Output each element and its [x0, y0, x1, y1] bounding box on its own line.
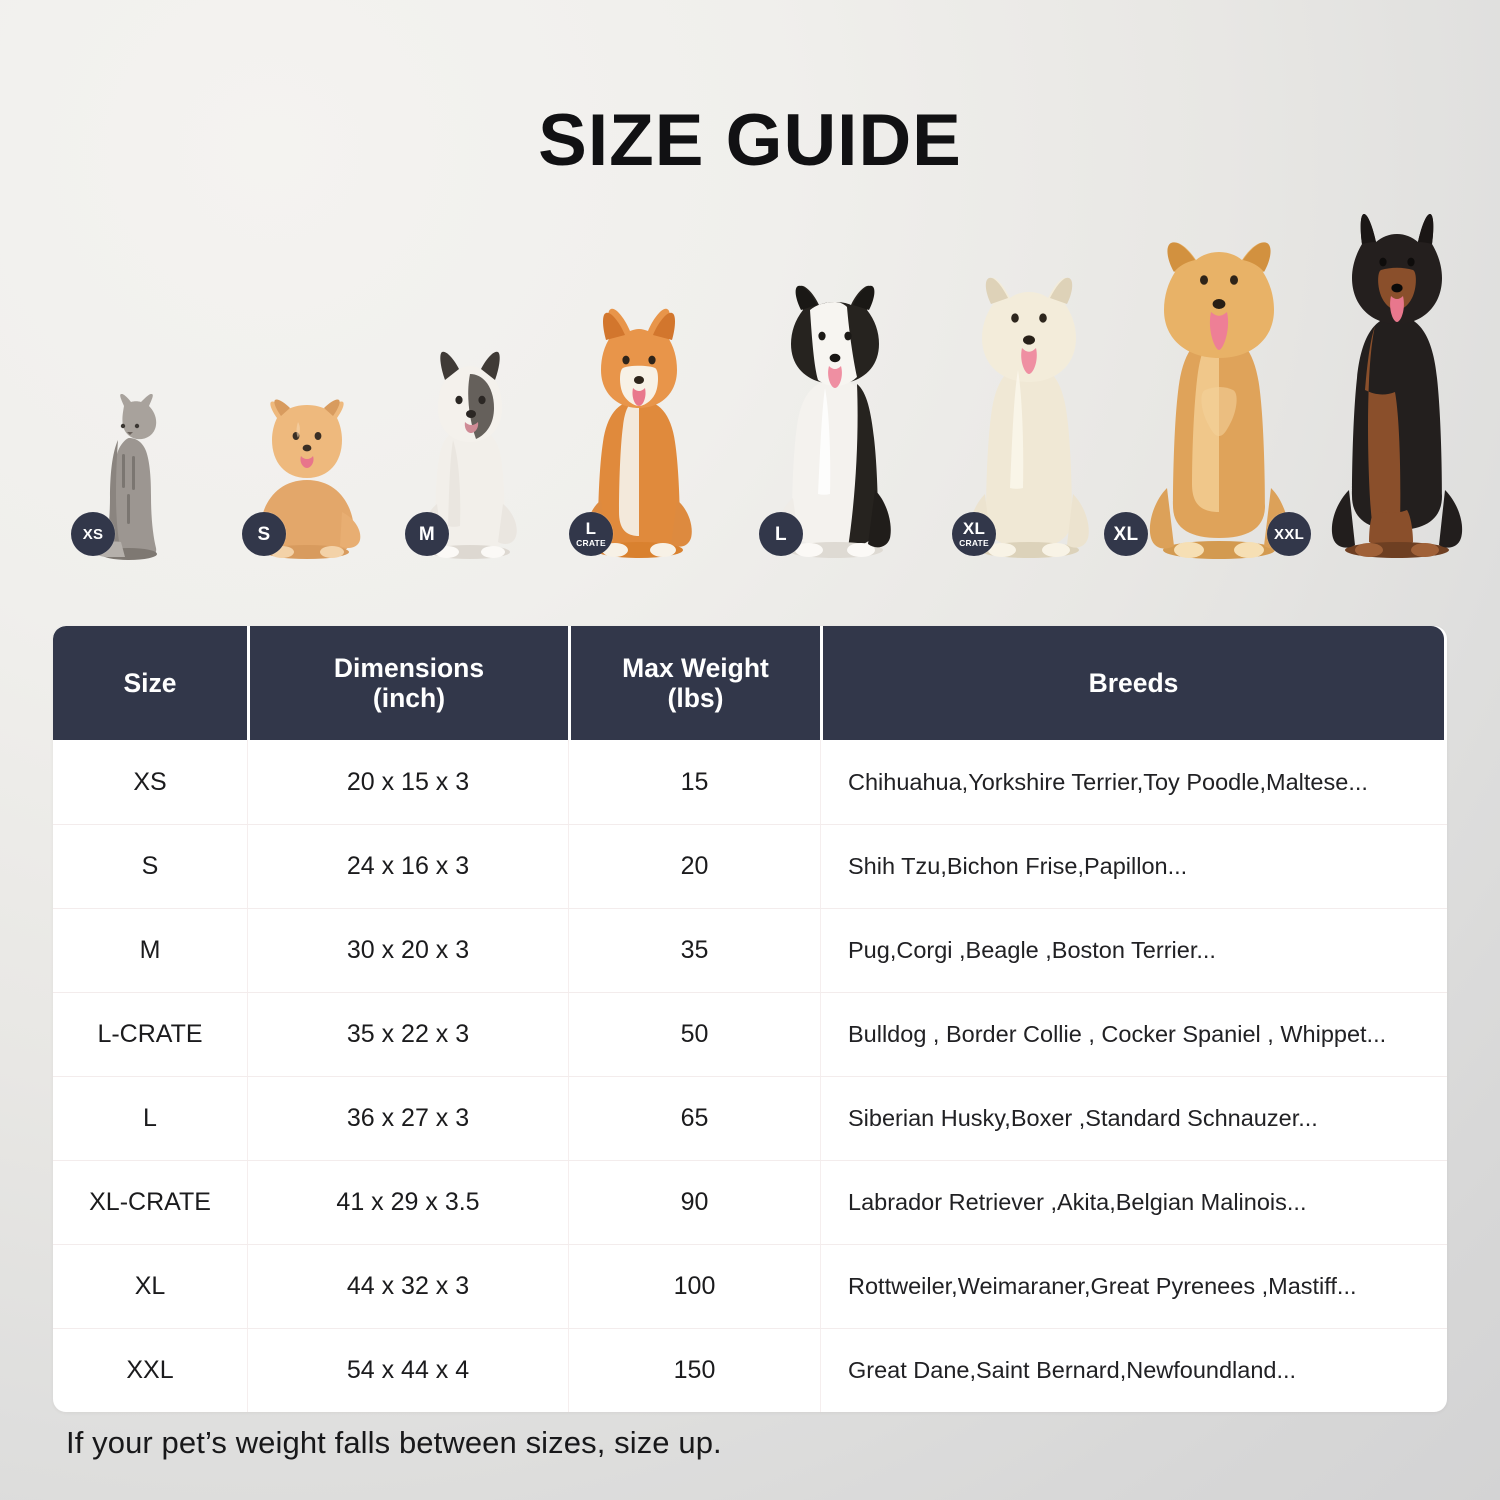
column-header-line2: (inch) [372, 683, 446, 713]
size-lineup: XS S M L CRATE L XL CRATE XL XXL [53, 214, 1463, 560]
cell-size: XL-CRATE [89, 1188, 211, 1216]
badge-xl-crate: XL CRATE [952, 512, 996, 556]
table-row: XL-CRATE 41 x 29 x 3.5 90 Labrador Retri… [53, 1160, 1447, 1244]
animal-labrador-retriever [958, 260, 1100, 560]
cell-size: M [139, 936, 161, 964]
badge-xl: XL [1104, 512, 1148, 556]
cell-dimensions: 24 x 16 x 3 [247, 825, 568, 908]
cell-breeds: Bulldog , Border Collie , Cocker Spaniel… [820, 993, 1441, 1076]
column-divider [247, 626, 250, 740]
badge-l-crate: L CRATE [569, 512, 613, 556]
column-header-line2: (lbs) [667, 683, 724, 713]
table-row: XXL 54 x 44 x 4 150 Great Dane,Saint Ber… [53, 1328, 1447, 1412]
column-header-label: Size [123, 667, 177, 698]
cell-max-weight: 100 [568, 1245, 820, 1328]
table-body: XS 20 x 15 x 3 15 Chihuahua,Yorkshire Te… [53, 740, 1447, 1412]
badge-sublabel: CRATE [959, 537, 989, 548]
table-row: L-CRATE 35 x 22 x 3 50 Bulldog , Border … [53, 992, 1447, 1076]
cell-dimensions: 30 x 20 x 3 [247, 909, 568, 992]
cell-dimensions: 41 x 29 x 3.5 [247, 1161, 568, 1244]
column-header-max-weight: Max Weight (lbs) [571, 626, 820, 740]
cell-max-weight: 15 [568, 740, 820, 824]
cell-breeds: Siberian Husky,Boxer ,Standard Schnauzer… [820, 1077, 1441, 1160]
column-header-line1: Dimensions [333, 652, 485, 683]
animal-french-bulldog [411, 344, 529, 560]
badge-label: XL [962, 519, 986, 538]
cell-size: XL [134, 1272, 166, 1300]
badge-label: S [257, 523, 271, 545]
badge-xs: XS [71, 512, 115, 556]
column-divider [568, 626, 571, 740]
cell-dimensions: 20 x 15 x 3 [247, 740, 568, 824]
footnote-text: If your pet’s weight falls between sizes… [66, 1425, 722, 1460]
badge-xxl: XXL [1267, 512, 1311, 556]
table-row: S 24 x 16 x 3 20 Shih Tzu,Bichon Frise,P… [53, 824, 1447, 908]
cell-size: XXL [126, 1356, 174, 1384]
badge-label: L [585, 519, 597, 538]
badge-label: XS [82, 525, 104, 543]
cell-size: S [141, 852, 159, 880]
badge-label: L [775, 523, 787, 545]
column-header-label: Max Weight (lbs) [622, 653, 769, 713]
cell-size: L [143, 1104, 157, 1132]
column-header-size: Size [53, 626, 247, 740]
column-header-dimensions: Dimensions (inch) [250, 626, 568, 740]
page-title: SIZE GUIDE [538, 100, 962, 181]
badge-l: L [759, 512, 803, 556]
badge-label: M [418, 523, 436, 545]
cell-breeds: Pug,Corgi ,Beagle ,Boston Terrier... [820, 909, 1441, 992]
cell-max-weight: 150 [568, 1329, 820, 1412]
cell-dimensions: 44 x 32 x 3 [247, 1245, 568, 1328]
column-header-breeds: Breeds [823, 626, 1444, 740]
column-header-label: Dimensions (inch) [334, 653, 484, 713]
animal-border-collie [765, 284, 905, 560]
cell-breeds: Great Dane,Saint Bernard,Newfoundland... [820, 1329, 1441, 1412]
badge-label: XL [1113, 523, 1139, 545]
column-header-label: Breeds [1088, 667, 1179, 698]
badge-label: XXL [1273, 525, 1305, 543]
cell-dimensions: 35 x 22 x 3 [247, 993, 568, 1076]
table-row: XL 44 x 32 x 3 100 Rottweiler,Weimaraner… [53, 1244, 1447, 1328]
table-row: XS 20 x 15 x 3 15 Chihuahua,Yorkshire Te… [53, 740, 1447, 824]
cell-max-weight: 20 [568, 825, 820, 908]
cell-max-weight: 50 [568, 993, 820, 1076]
cell-max-weight: 90 [568, 1161, 820, 1244]
badge-m: M [405, 512, 449, 556]
cell-breeds: Shih Tzu,Bichon Frise,Papillon... [820, 825, 1441, 908]
badge-s: S [242, 512, 286, 556]
table-row: L 36 x 27 x 3 65 Siberian Husky,Boxer ,S… [53, 1076, 1447, 1160]
animal-doberman [1323, 204, 1471, 560]
cell-breeds: Labrador Retriever ,Akita,Belgian Malino… [820, 1161, 1441, 1244]
cell-breeds: Chihuahua,Yorkshire Terrier,Toy Poodle,M… [820, 740, 1441, 824]
cell-max-weight: 65 [568, 1077, 820, 1160]
table-header-row: Size Dimensions (inch) Max Weight (lbs) … [53, 626, 1447, 740]
size-chart-table: Size Dimensions (inch) Max Weight (lbs) … [53, 626, 1447, 1412]
cell-max-weight: 35 [568, 909, 820, 992]
table-row: M 30 x 20 x 3 35 Pug,Corgi ,Beagle ,Bost… [53, 908, 1447, 992]
column-divider [820, 626, 823, 740]
cell-breeds: Rottweiler,Weimaraner,Great Pyrenees ,Ma… [820, 1245, 1441, 1328]
cell-dimensions: 36 x 27 x 3 [247, 1077, 568, 1160]
cell-dimensions: 54 x 44 x 4 [247, 1329, 568, 1412]
column-header-line1: Max Weight [622, 652, 769, 683]
badge-sublabel: CRATE [576, 537, 606, 548]
cell-size: L-CRATE [97, 1020, 203, 1048]
cell-size: XS [133, 767, 167, 796]
animal-golden-retriever [1143, 224, 1295, 560]
